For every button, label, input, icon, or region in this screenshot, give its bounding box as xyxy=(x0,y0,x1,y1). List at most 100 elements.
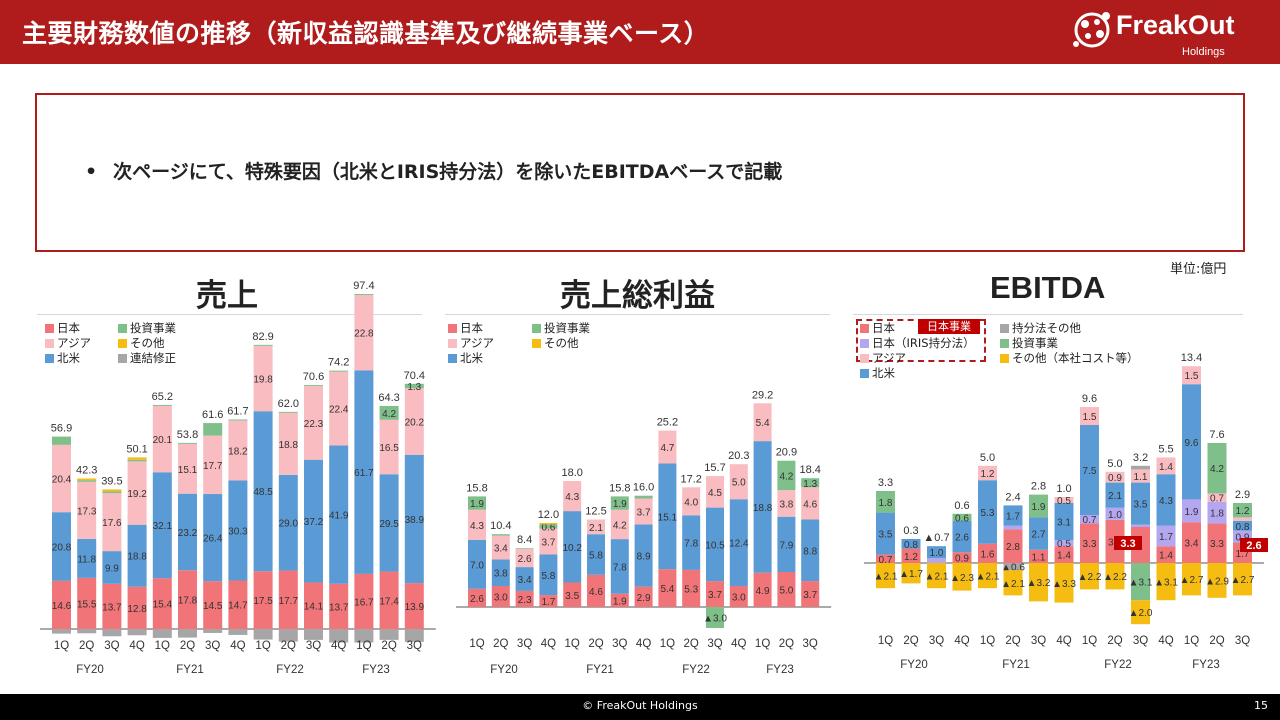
data-label: ▲2.1 xyxy=(976,572,1000,583)
bar-segment xyxy=(203,494,223,582)
total-label: 20.3 xyxy=(728,450,749,462)
annotation-box xyxy=(1240,538,1268,552)
data-label: ▲3.1 xyxy=(1154,578,1178,589)
bar-segment xyxy=(77,538,97,578)
bar-segment xyxy=(278,412,298,475)
bar-segment xyxy=(634,586,653,607)
total-label: 0.6 xyxy=(954,500,969,512)
bar-segment xyxy=(952,513,972,521)
note-text-line: • 次ページにて、特殊要因（北米とIRIS持分法）を除いたEBITDAベースで記載 xyxy=(85,157,782,184)
data-label: 0.8 xyxy=(904,540,918,551)
data-label: 2.6 xyxy=(518,554,532,565)
data-label: 17.6 xyxy=(102,518,122,529)
data-label: 4.0 xyxy=(684,497,698,508)
data-label: 1.2 xyxy=(1236,506,1250,517)
bar-segment xyxy=(102,489,122,492)
data-label: 4.2 xyxy=(1210,464,1224,475)
bar-segment xyxy=(329,583,349,629)
data-label: ▲2.2 xyxy=(1078,572,1102,583)
data-label: ▲2.9 xyxy=(1205,576,1229,587)
logo-sub: Holdings xyxy=(1182,46,1225,58)
category-tick: 3Q xyxy=(1031,635,1046,647)
bar-segment xyxy=(178,629,197,638)
legend-item-other: その他 xyxy=(532,335,579,351)
bar-segment xyxy=(304,582,323,629)
bar-segment xyxy=(1105,507,1125,520)
bar-segment xyxy=(927,546,946,559)
bar-segment xyxy=(658,569,677,607)
legend-item-na: 北米 xyxy=(448,350,483,366)
bar-segment xyxy=(491,534,510,536)
legend-item-other: その他 xyxy=(118,335,165,351)
bar-segment xyxy=(329,371,349,446)
data-label: 4.2 xyxy=(779,471,793,482)
data-label: 1.1 xyxy=(1134,472,1148,483)
bar-segment xyxy=(706,507,724,582)
data-label: 32.1 xyxy=(153,521,173,532)
data-label: ▲2.1 xyxy=(874,572,898,583)
total-label: 0.3 xyxy=(903,525,918,537)
total-label: 50.1 xyxy=(126,443,147,455)
data-label: 17.5 xyxy=(253,596,273,607)
bar-segment xyxy=(1182,499,1201,523)
bar-segment xyxy=(354,294,374,296)
data-label: 3.8 xyxy=(494,569,508,580)
bar-segment xyxy=(539,523,558,525)
bar-segment xyxy=(1080,563,1099,590)
bar-segment xyxy=(1054,546,1074,563)
data-label: 14.5 xyxy=(203,601,223,612)
data-label: 22.8 xyxy=(354,329,374,340)
total-label: 15.8 xyxy=(466,482,487,494)
header-bar: 主要財務数値の推移（新収益認識基準及び継続事業ベース） FreakOut Hol… xyxy=(0,0,1280,64)
data-label: ▲2.7 xyxy=(1180,575,1204,586)
total-label: 42.3 xyxy=(76,465,97,477)
data-label: 3.7 xyxy=(803,590,817,601)
data-label: 1.8 xyxy=(1210,509,1224,520)
bar-segment xyxy=(801,487,820,520)
category-tick: 3Q xyxy=(517,638,532,650)
bar-segment xyxy=(228,580,248,629)
data-label: 18.2 xyxy=(228,446,248,457)
bar-segment xyxy=(127,586,147,629)
data-label: 1.5 xyxy=(1185,371,1199,382)
data-label: 0.9 xyxy=(1108,473,1122,484)
bar-segment xyxy=(253,571,273,629)
data-label: 4.2 xyxy=(613,520,627,531)
bar-segment xyxy=(927,563,946,589)
category-tick: 2Q xyxy=(684,638,699,650)
data-label: ▲2.1 xyxy=(1001,579,1025,590)
category-tick: 2Q xyxy=(903,635,918,647)
bar-segment xyxy=(1054,503,1074,541)
data-label: 1.3 xyxy=(803,479,817,490)
total-label: 8.4 xyxy=(517,534,532,546)
bar-segment xyxy=(1233,521,1252,531)
category-tick: 1Q xyxy=(54,640,69,652)
category-tick: 4Q xyxy=(954,635,969,647)
bar-segment xyxy=(729,464,748,500)
data-label: 19.8 xyxy=(253,375,273,386)
data-label: 5.4 xyxy=(756,418,770,429)
logo-name: FreakOut xyxy=(1116,10,1235,40)
bar-segment xyxy=(706,607,724,628)
bar-segment xyxy=(952,563,972,591)
data-label: 1.9 xyxy=(470,499,484,510)
bar-segment xyxy=(1029,563,1048,602)
data-label: 4.5 xyxy=(708,488,722,499)
bar-segment xyxy=(610,496,629,510)
data-label: 16.5 xyxy=(379,443,399,454)
bar-segment xyxy=(52,629,71,634)
data-label: 15.4 xyxy=(153,600,173,611)
category-tick: 3Q xyxy=(104,640,119,652)
bar-segment xyxy=(77,577,97,629)
annotation-value: 2.6 xyxy=(1246,540,1261,552)
data-label: ▲2.3 xyxy=(950,573,974,584)
bar-segment xyxy=(152,405,172,473)
total-label: 2.9 xyxy=(1235,489,1250,501)
bar-segment xyxy=(1131,469,1150,483)
bar-segment xyxy=(1156,563,1176,601)
data-label: 29.5 xyxy=(379,519,399,530)
bar-segment xyxy=(978,480,997,544)
data-label: 15.5 xyxy=(77,599,97,610)
bar-segment xyxy=(753,403,772,442)
legend-item-na: 北米 xyxy=(860,365,895,381)
